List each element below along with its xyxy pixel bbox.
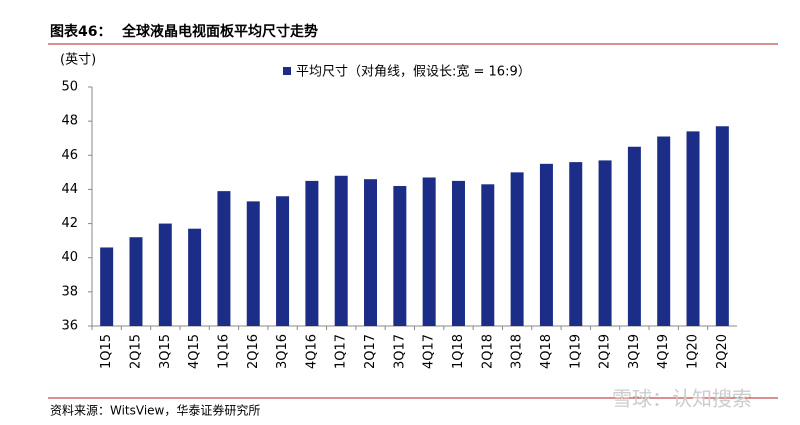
x-tick-label: 3Q18 — [510, 334, 525, 369]
bar — [481, 184, 495, 326]
legend-swatch — [283, 67, 291, 75]
x-tick-label: 2Q18 — [480, 334, 495, 369]
x-tick-label: 3Q15 — [158, 334, 173, 369]
bar — [334, 175, 348, 326]
bar — [686, 131, 700, 326]
y-tick-label: 38 — [61, 284, 78, 299]
legend-label: 平均尺寸（对角线，假设长:宽 = 16:9） — [296, 64, 531, 80]
x-tick-label: 3Q16 — [275, 334, 290, 369]
bar — [217, 191, 231, 326]
y-tick-label: 48 — [61, 114, 78, 129]
bar — [129, 237, 143, 326]
x-tick-label: 2Q15 — [128, 334, 143, 369]
x-tick-label: 4Q18 — [539, 334, 554, 369]
y-tick-label: 44 — [61, 182, 78, 197]
x-tick-label: 4Q15 — [187, 334, 202, 369]
bar — [276, 196, 290, 326]
bar — [305, 180, 319, 326]
bar — [715, 126, 729, 326]
x-tick-label: 1Q16 — [216, 334, 231, 369]
bar — [627, 146, 641, 326]
x-tick-label: 3Q17 — [392, 334, 407, 369]
bar — [422, 177, 436, 326]
x-tick-label: 4Q17 — [422, 334, 437, 369]
x-tick-label: 3Q19 — [627, 334, 642, 369]
x-tick-label: 1Q15 — [99, 334, 114, 369]
bar — [246, 201, 260, 326]
x-tick-label: 2Q19 — [598, 334, 613, 369]
y-tick-label: 42 — [61, 216, 78, 231]
bar — [539, 163, 553, 326]
x-tick-label: 2Q17 — [363, 334, 378, 369]
bar — [569, 162, 583, 326]
y-tick-label: 46 — [61, 148, 78, 163]
x-tick-label: 4Q19 — [656, 334, 671, 369]
chart-title: 全球液晶电视面板平均尺寸走势 — [121, 23, 318, 40]
bar — [598, 160, 612, 326]
bar — [100, 247, 114, 326]
bar — [451, 180, 465, 326]
y-tick-label: 36 — [61, 319, 78, 334]
bar — [657, 136, 671, 326]
bar — [393, 186, 407, 326]
bar — [188, 228, 202, 326]
x-tick-label: 2Q20 — [715, 334, 730, 369]
bar — [510, 172, 524, 326]
watermark: 雪球：认知搜索 — [612, 387, 752, 411]
y-tick-label: 40 — [61, 250, 78, 265]
x-tick-label: 1Q20 — [686, 334, 701, 369]
bar — [364, 179, 378, 326]
figure-label: 图表46： — [50, 23, 111, 40]
unit-label: (英寸) — [60, 53, 96, 68]
y-tick-label: 50 — [61, 80, 78, 95]
x-tick-label: 1Q17 — [334, 334, 349, 369]
bar — [158, 223, 172, 326]
x-tick-label: 4Q16 — [304, 334, 319, 369]
x-tick-label: 1Q18 — [451, 334, 466, 369]
x-tick-label: 2Q16 — [246, 334, 261, 369]
source: 资料来源：WitsView，华泰证券研究所 — [50, 403, 260, 418]
x-tick-label: 1Q19 — [568, 334, 583, 369]
